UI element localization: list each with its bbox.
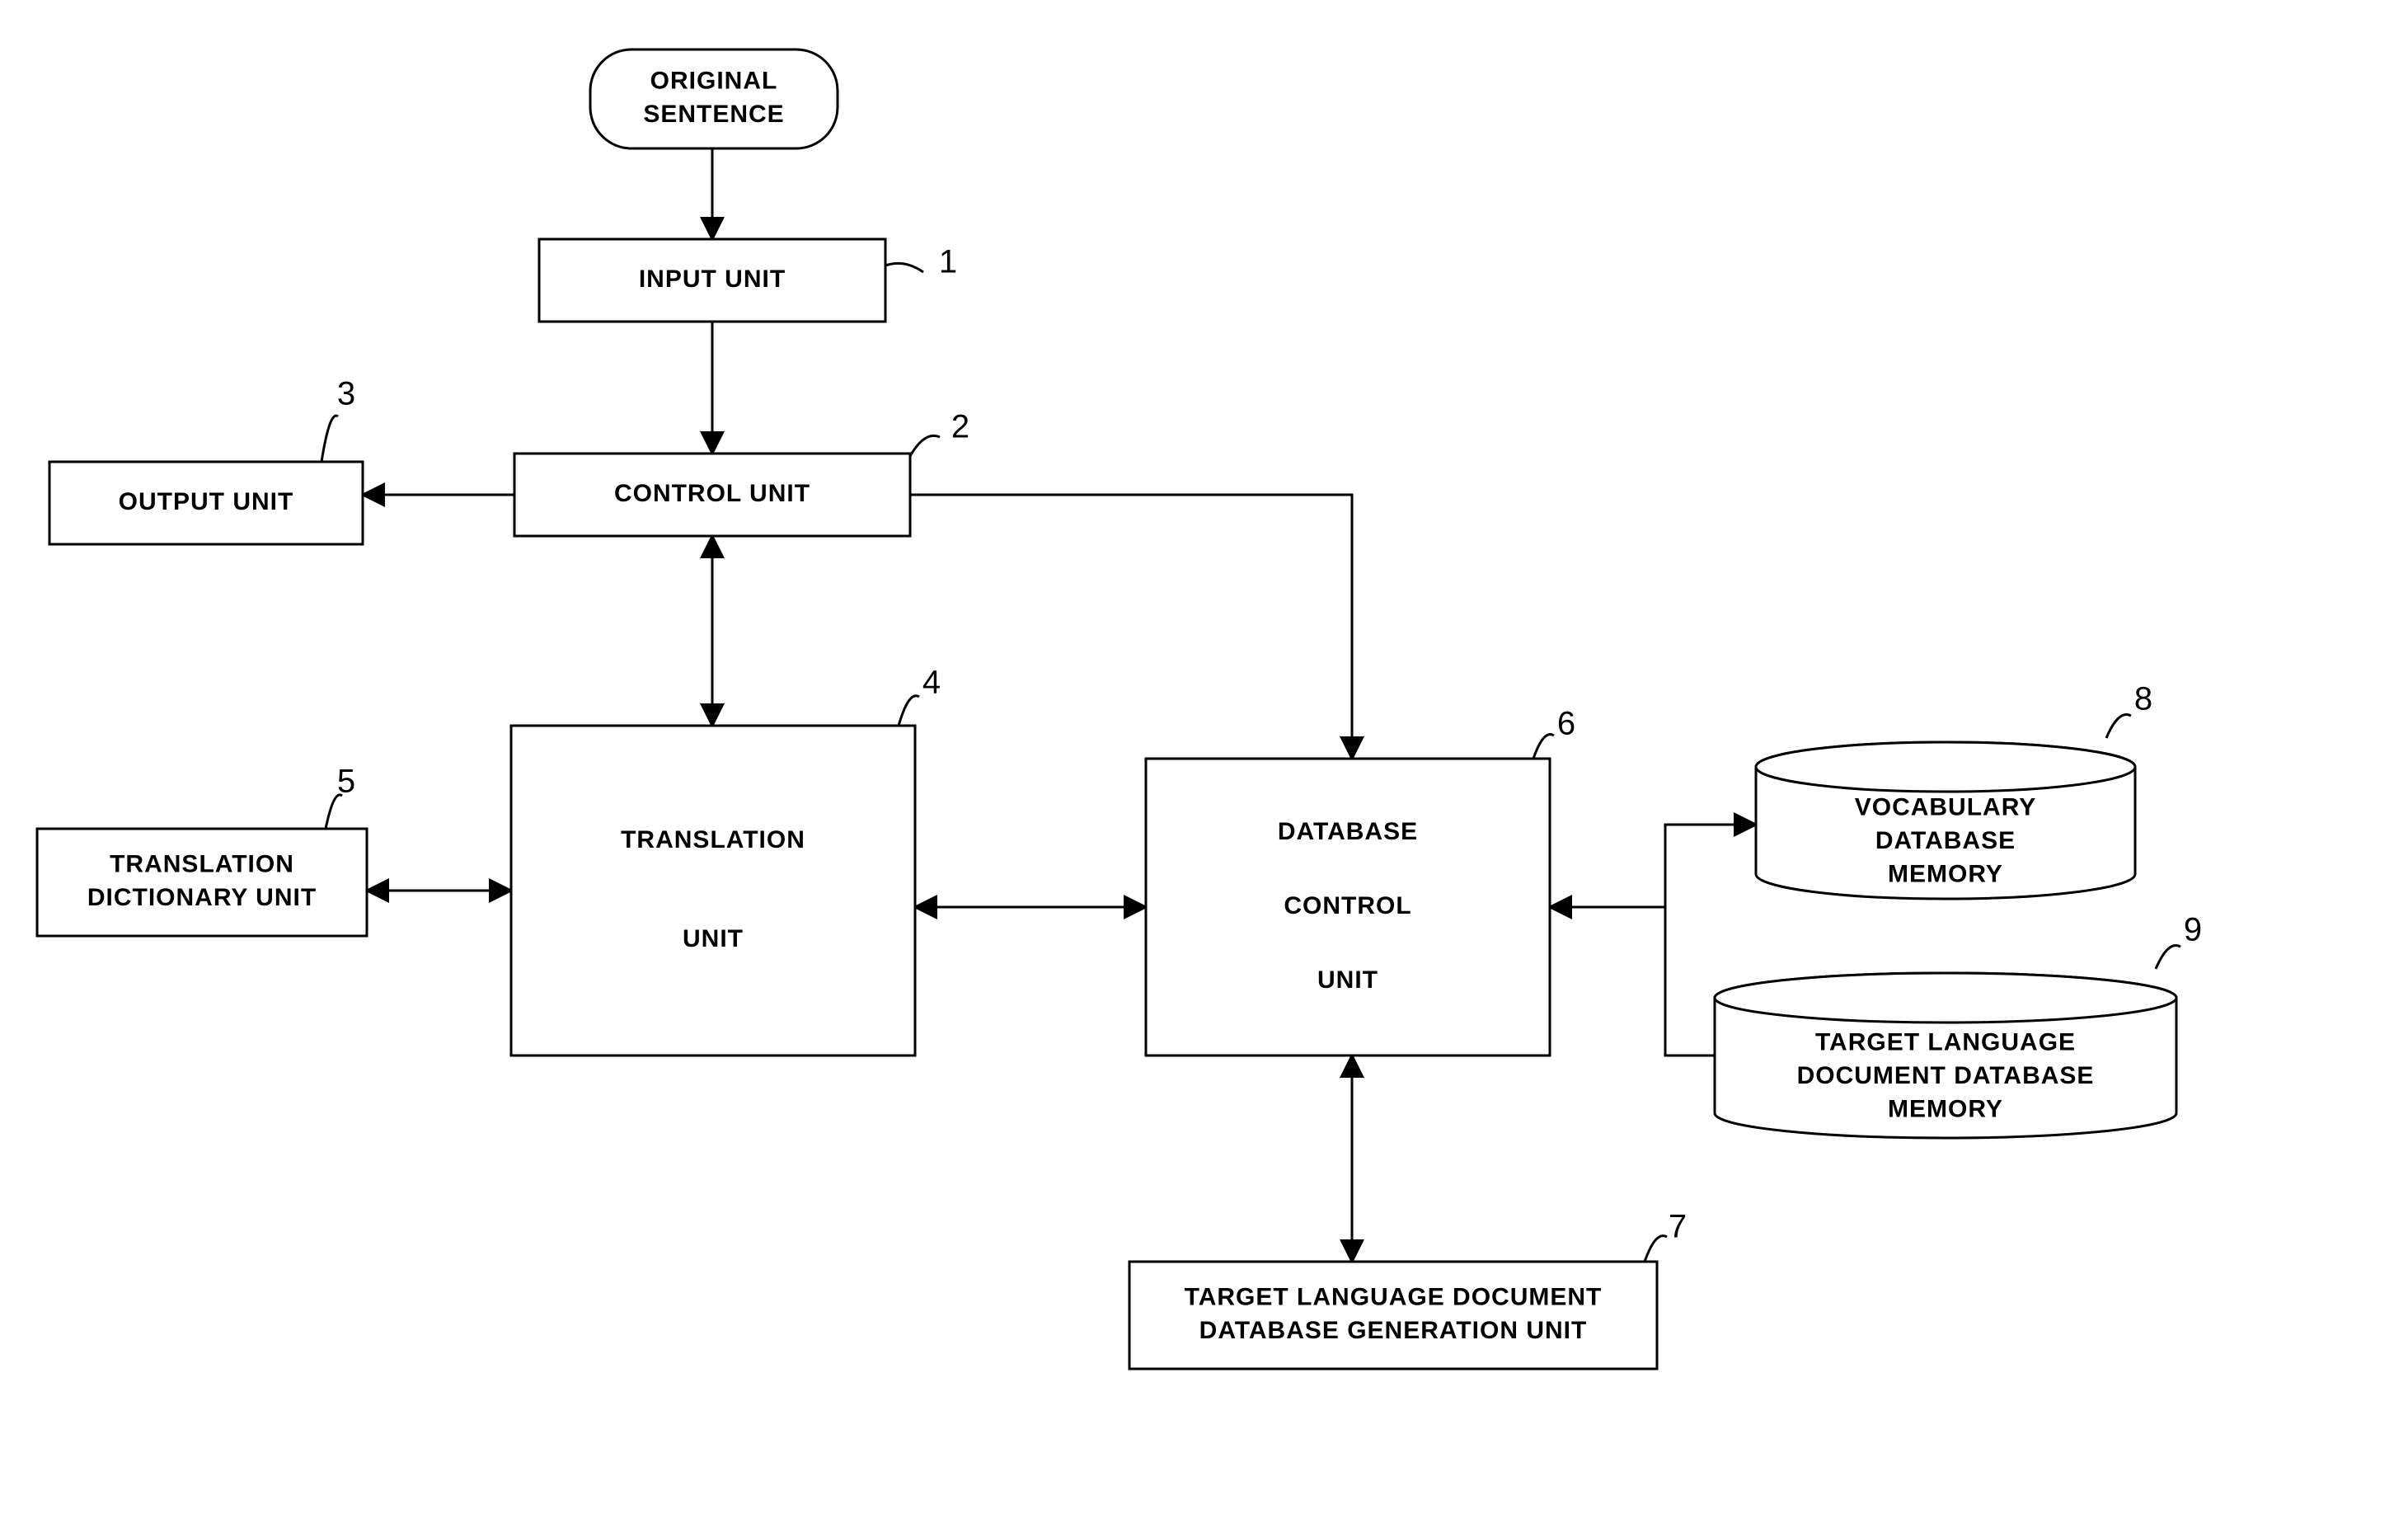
edge-dbctrl-memories xyxy=(1550,825,1756,907)
node-output-lead xyxy=(322,416,338,462)
node-dbctrl-lead xyxy=(1533,735,1554,759)
node-original-label-1: SENTENCE xyxy=(643,101,784,128)
node-original-label-0: ORIGINAL xyxy=(650,68,778,95)
node-tgtgen: TARGET LANGUAGE DOCUMENT DATABASE GENERAT… xyxy=(1129,1262,1657,1369)
node-tgtdb-label-2: MEMORY xyxy=(1888,1095,2003,1122)
node-tgtdb-lead xyxy=(2156,946,2180,969)
node-control-label-0: CONTROL UNIT xyxy=(614,480,810,507)
node-output-label-0: OUTPUT UNIT xyxy=(119,488,294,515)
node-translation-label-0: TRANSLATION xyxy=(621,826,805,853)
node-dbctrl-label-1: CONTROL xyxy=(1284,892,1411,919)
diagram-canvas: ORIGINAL SENTENCE INPUT UNIT CONTROL UNIT OU… xyxy=(0,0,2408,1528)
node-dict-label-0: TRANSLATION xyxy=(110,851,294,878)
node-dbctrl-label-0: DATABASE xyxy=(1278,818,1418,845)
node-input: INPUT UNIT xyxy=(539,239,885,322)
node-vocab-label-1: DATABASE xyxy=(1875,827,2016,854)
node-translation-number: 4 xyxy=(922,665,941,701)
node-translation-label-1: UNIT xyxy=(683,925,744,952)
node-input-number: 1 xyxy=(939,244,957,280)
node-original: ORIGINAL SENTENCE xyxy=(590,49,838,148)
node-input-label-0: INPUT UNIT xyxy=(639,266,786,293)
node-tgtgen-label-1: DATABASE GENERATION UNIT xyxy=(1199,1317,1588,1344)
node-tgtdb-label-0: TARGET LANGUAGE xyxy=(1815,1028,2076,1055)
node-translation-lead xyxy=(899,696,919,726)
node-output: OUTPUT UNIT xyxy=(49,462,363,544)
node-output-number: 3 xyxy=(337,376,355,412)
node-dbctrl: DATABASE CONTROL UNIT xyxy=(1146,759,1550,1055)
node-tgtdb: TARGET LANGUAGE DOCUMENT DATABASE MEMORY xyxy=(1715,973,2176,1138)
node-control-lead xyxy=(910,435,940,456)
node-vocab: VOCABULARY DATABASE MEMORY xyxy=(1756,742,2135,899)
node-vocab-label-0: VOCABULARY xyxy=(1855,793,2037,820)
node-dict-label-1: DICTIONARY UNIT xyxy=(87,884,317,911)
node-translation: TRANSLATION UNIT xyxy=(511,726,915,1055)
edge-branch-tgtdb xyxy=(1665,907,1715,1055)
node-dict: TRANSLATION DICTIONARY UNIT xyxy=(37,829,367,936)
node-tgtdb-label-1: DOCUMENT DATABASE xyxy=(1797,1062,2095,1089)
node-input-lead xyxy=(885,263,923,272)
node-dbctrl-label-2: UNIT xyxy=(1317,966,1378,994)
node-vocab-number: 8 xyxy=(2134,681,2152,717)
node-tgtgen-label-0: TARGET LANGUAGE DOCUMENT xyxy=(1185,1284,1603,1311)
node-dict-lead xyxy=(326,795,342,829)
node-vocab-label-2: MEMORY xyxy=(1888,860,2003,887)
node-vocab-lead xyxy=(2106,715,2131,738)
node-tgtdb-number: 9 xyxy=(2184,912,2202,948)
node-tgtgen-number: 7 xyxy=(1669,1209,1687,1245)
node-tgtgen-lead xyxy=(1645,1236,1667,1262)
edge-control-dbctrl xyxy=(910,495,1352,759)
node-control-number: 2 xyxy=(951,409,969,445)
node-control: CONTROL UNIT xyxy=(514,454,910,536)
node-dbctrl-number: 6 xyxy=(1557,706,1575,742)
